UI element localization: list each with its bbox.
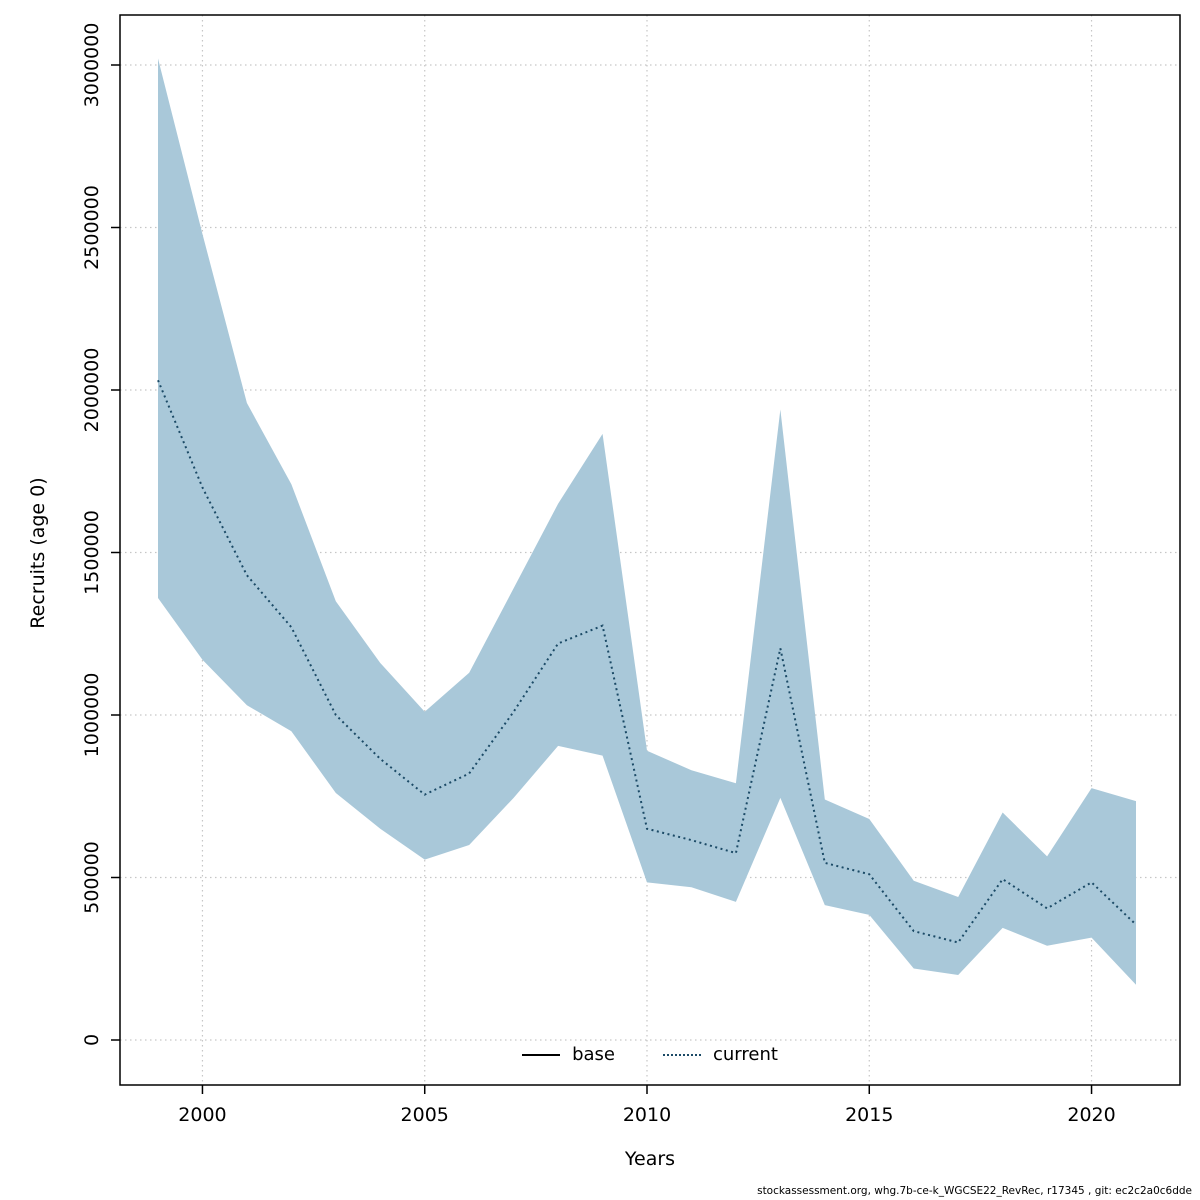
y-tick-label: 3000000 bbox=[81, 23, 103, 108]
y-axis: 0 500000 1000000 1500000 2000000 2500000 30000… bbox=[81, 23, 120, 1046]
y-tick-label: 2000000 bbox=[81, 348, 103, 433]
y-tick-label: 1000000 bbox=[81, 673, 103, 758]
plot-border bbox=[119, 14, 1181, 1086]
x-axis-title: Years bbox=[624, 1148, 676, 1170]
current-line bbox=[157, 379, 1137, 944]
x-tick-label: 2000 bbox=[178, 1104, 226, 1126]
x-tick-label: 2020 bbox=[1067, 1104, 1115, 1126]
y-tick-label: 0 bbox=[81, 1034, 103, 1046]
legend: base current bbox=[120, 1044, 1180, 1065]
y-tick-label: 500000 bbox=[81, 841, 103, 914]
base-line-swatch bbox=[522, 1053, 561, 1056]
x-tick-label: 2005 bbox=[401, 1104, 449, 1126]
x-tick-label: 2010 bbox=[623, 1104, 671, 1126]
legend-item-current: current bbox=[662, 1044, 778, 1065]
plot-attribution: stockassessment.org, whg.7b-ce-k_WGCSE22… bbox=[757, 1185, 1192, 1197]
legend-current-label: current bbox=[712, 1044, 778, 1065]
current-line-swatch bbox=[662, 1053, 701, 1056]
legend-item-base: base bbox=[522, 1044, 615, 1065]
x-tick-label: 2015 bbox=[845, 1104, 893, 1126]
y-tick-label: 1500000 bbox=[81, 510, 103, 595]
y-tick-label: 2500000 bbox=[81, 185, 103, 270]
y-axis-title: Recruits (age 0) bbox=[27, 477, 49, 629]
legend-base-label: base bbox=[572, 1044, 615, 1065]
x-axis: 2000 2005 2010 2015 2020 bbox=[178, 1085, 1116, 1126]
confidence-band bbox=[158, 58, 1136, 985]
